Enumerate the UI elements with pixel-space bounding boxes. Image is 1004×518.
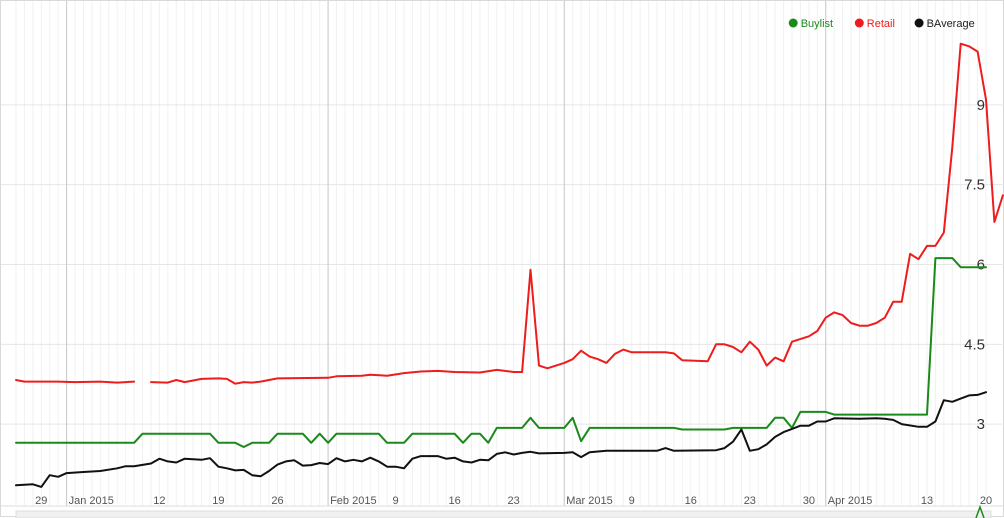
x-tick-label: Apr 2015 bbox=[828, 495, 873, 507]
legend-label: Retail bbox=[867, 18, 895, 30]
y-tick-label: 6 bbox=[977, 257, 985, 274]
y-tick-label: 3 bbox=[977, 416, 985, 433]
x-tick-label: 23 bbox=[744, 495, 756, 507]
x-tick-label: 30 bbox=[803, 495, 815, 507]
x-tick-label: 16 bbox=[685, 495, 697, 507]
x-tick-label: 26 bbox=[271, 495, 283, 507]
x-tick-label: Mar 2015 bbox=[566, 495, 612, 507]
legend-dot-icon bbox=[914, 18, 924, 28]
x-tick-label: 29 bbox=[35, 495, 47, 507]
navigator-buylist-preview bbox=[975, 504, 985, 518]
series-line-baverage bbox=[15, 391, 987, 488]
x-tick-label: 13 bbox=[921, 495, 933, 507]
y-tick-label: 4.5 bbox=[964, 336, 985, 353]
y-tick-label: 7.5 bbox=[964, 177, 985, 194]
x-tick-label: 20 bbox=[980, 495, 992, 507]
x-tick-label: 9 bbox=[393, 495, 399, 507]
x-tick-label: 9 bbox=[629, 495, 635, 507]
series-layer bbox=[15, 42, 1004, 488]
x-tick-label: 23 bbox=[508, 495, 520, 507]
legend-item-baverage[interactable]: BAverage bbox=[914, 18, 975, 30]
legend-label: BAverage bbox=[927, 18, 975, 30]
y-axis: 3 4.5 6 7.5 9 bbox=[964, 97, 985, 433]
legend-dot-icon bbox=[788, 18, 798, 28]
x-tick-label: 16 bbox=[448, 495, 460, 507]
range-navigator-strip[interactable] bbox=[15, 510, 992, 518]
x-tick-label: 19 bbox=[212, 495, 224, 507]
legend[interactable]: Buylist Retail BAverage bbox=[788, 18, 975, 30]
grid-layer bbox=[1, 1, 1004, 507]
legend-item-buylist[interactable]: Buylist bbox=[788, 18, 833, 30]
legend-dot-icon bbox=[854, 18, 864, 28]
legend-item-retail[interactable]: Retail bbox=[854, 18, 895, 30]
x-axis: 29 Jan 2015 12 19 26 Feb 2015 9 16 23 Mar 2015 9 16… bbox=[35, 495, 992, 507]
x-tick-label: Jan 2015 bbox=[69, 495, 114, 507]
x-tick-label: Feb 2015 bbox=[330, 495, 376, 507]
y-tick-label: 9 bbox=[977, 97, 985, 114]
x-tick-label: 12 bbox=[153, 495, 165, 507]
series-line-retail bbox=[15, 42, 1004, 385]
legend-label: Buylist bbox=[801, 18, 833, 30]
series-line-buylist bbox=[15, 257, 987, 448]
